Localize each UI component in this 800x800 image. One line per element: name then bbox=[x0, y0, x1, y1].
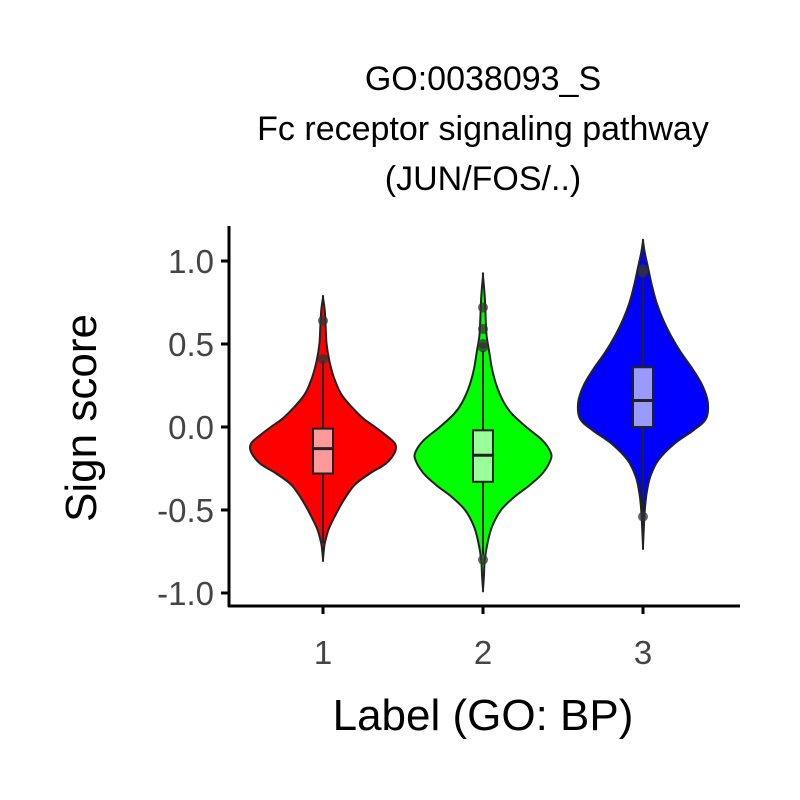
outlier-point bbox=[478, 342, 488, 353]
violin-group-3 bbox=[576, 238, 710, 550]
plot-area bbox=[248, 238, 710, 593]
box-3 bbox=[632, 366, 654, 428]
x-tick-label: 2 bbox=[474, 634, 492, 671]
outlier-point bbox=[478, 554, 488, 565]
violin-group-1 bbox=[248, 294, 398, 563]
y-tick-label: 0.0 bbox=[168, 409, 214, 446]
chart-title-line-1: GO:0038093_S bbox=[365, 60, 601, 98]
chart-title-line-3: (JUN/FOS/..) bbox=[385, 160, 581, 198]
chart-title: GO:0038093_S Fc receptor signaling pathw… bbox=[257, 60, 709, 198]
y-tick-label: -1.0 bbox=[157, 575, 214, 612]
outlier-point bbox=[318, 315, 328, 326]
outlier-point bbox=[478, 324, 488, 335]
y-tick-label: 1.0 bbox=[168, 243, 214, 280]
axes: -1.0 -0.5 0.0 0.5 1.0 1 2 3 bbox=[157, 226, 740, 671]
box-1 bbox=[312, 427, 334, 475]
outlier-point bbox=[478, 302, 488, 313]
y-axis-label: Sign score bbox=[57, 314, 106, 522]
outlier-point bbox=[638, 511, 648, 522]
violin-group-2 bbox=[413, 272, 553, 593]
outlier-point bbox=[638, 267, 648, 278]
x-ticks: 1 2 3 bbox=[314, 606, 652, 671]
x-tick-label: 3 bbox=[634, 634, 652, 671]
y-tick-label: -0.5 bbox=[157, 492, 214, 529]
y-tick-label: 0.5 bbox=[168, 326, 214, 363]
chart-title-line-2: Fc receptor signaling pathway bbox=[257, 110, 709, 148]
outlier-point bbox=[318, 353, 328, 364]
x-axis-label: Label (GO: BP) bbox=[333, 691, 634, 740]
y-ticks: -1.0 -0.5 0.0 0.5 1.0 bbox=[157, 243, 229, 612]
x-tick-label: 1 bbox=[314, 634, 332, 671]
